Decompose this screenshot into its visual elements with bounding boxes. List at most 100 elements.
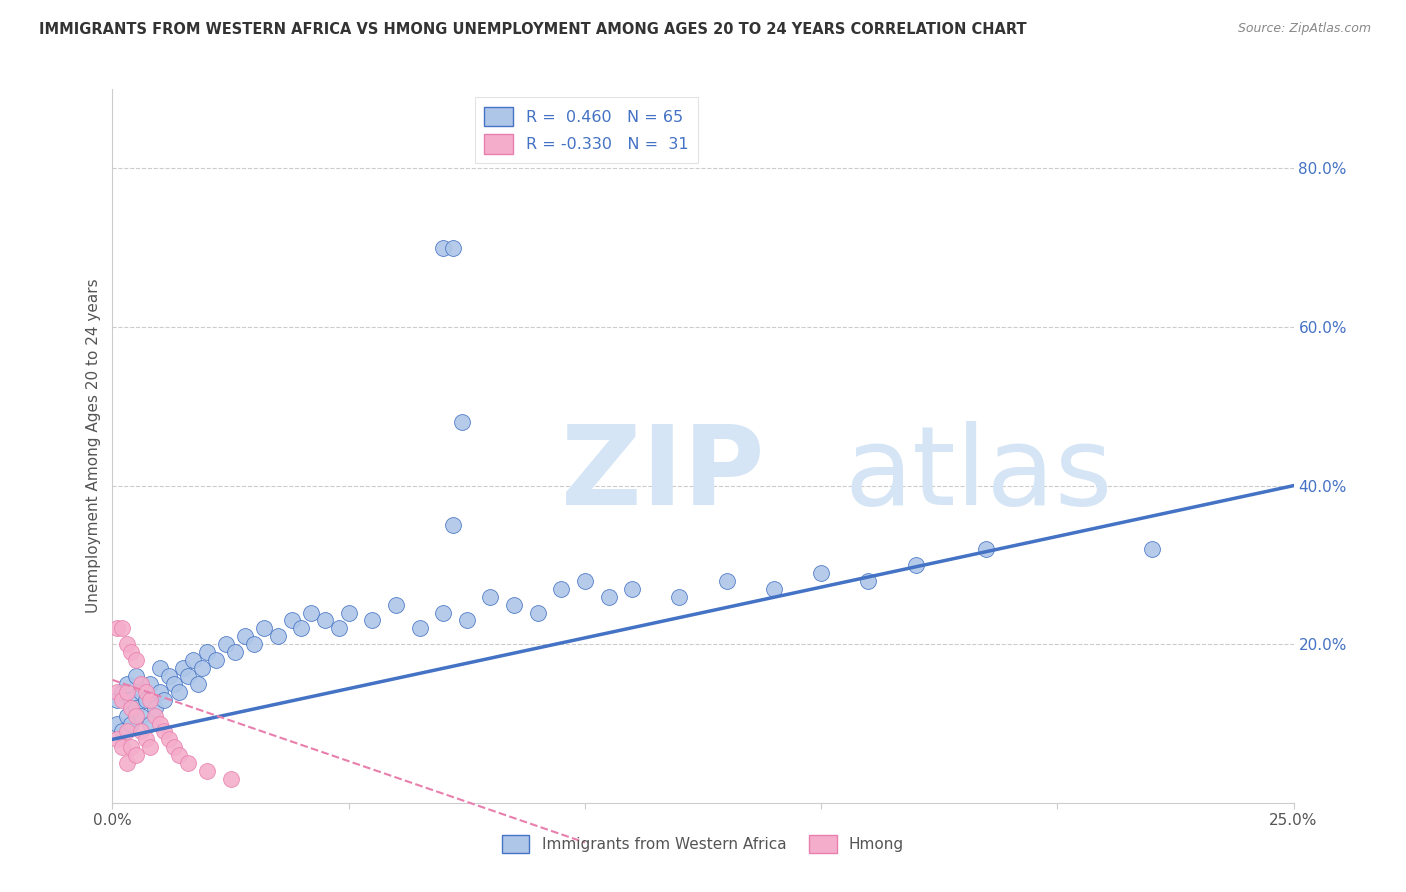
Point [337,606,360,620]
Point [451,415,474,429]
Point [858,574,880,588]
Point [219,772,242,786]
Point [120,740,142,755]
Text: ZIP: ZIP [561,421,765,528]
Point [328,621,350,635]
Point [1140,542,1163,557]
Point [976,542,998,557]
Point [716,574,738,588]
Point [253,621,276,635]
Point [290,621,312,635]
Point [574,574,596,588]
Y-axis label: Unemployment Among Ages 20 to 24 years: Unemployment Among Ages 20 to 24 years [86,278,101,614]
Point [181,653,204,667]
Point [205,653,228,667]
Point [810,566,832,580]
Point [598,590,620,604]
Point [111,685,134,699]
Point [163,677,186,691]
Point [526,606,548,620]
Point [385,598,408,612]
Point [105,621,128,635]
Point [153,724,176,739]
Point [105,732,128,747]
Point [143,700,166,714]
Point [120,692,142,706]
Point [125,748,148,763]
Point [115,724,138,739]
Text: IMMIGRANTS FROM WESTERN AFRICA VS HMONG UNEMPLOYMENT AMONG AGES 20 TO 24 YEARS C: IMMIGRANTS FROM WESTERN AFRICA VS HMONG … [39,22,1026,37]
Point [432,241,454,255]
Point [129,685,152,699]
Point [163,740,186,755]
Point [105,685,128,699]
Point [668,590,690,604]
Point [111,724,134,739]
Point [129,708,152,723]
Point [120,716,142,731]
Point [115,637,138,651]
Point [135,732,157,747]
Point [115,708,138,723]
Point [149,716,172,731]
Point [120,700,142,714]
Point [503,598,526,612]
Point [120,645,142,659]
Point [224,645,246,659]
Point [904,558,927,572]
Point [195,764,218,778]
Point [621,582,644,596]
Point [105,692,128,706]
Point [243,637,266,651]
Point [408,621,430,635]
Point [153,692,176,706]
Point [233,629,256,643]
Point [125,653,148,667]
Point [195,645,218,659]
Point [186,677,208,691]
Point [441,518,464,533]
Point [167,685,190,699]
Point [111,740,134,755]
Point [105,716,128,731]
Point [479,590,502,604]
Point [149,685,172,699]
Point [115,756,138,771]
Point [299,606,322,620]
Legend: Immigrants from Western Africa, Hmong: Immigrants from Western Africa, Hmong [496,829,910,859]
Point [267,629,290,643]
Text: Source: ZipAtlas.com: Source: ZipAtlas.com [1237,22,1371,36]
Point [115,677,138,691]
Point [550,582,572,596]
Point [314,614,336,628]
Point [361,614,384,628]
Point [129,724,152,739]
Point [125,700,148,714]
Point [167,748,190,763]
Point [139,677,162,691]
Point [149,661,172,675]
Point [111,621,134,635]
Point [191,661,214,675]
Point [139,692,162,706]
Point [281,614,304,628]
Point [441,241,464,255]
Point [111,692,134,706]
Point [456,614,478,628]
Point [432,606,454,620]
Point [115,685,138,699]
Point [762,582,785,596]
Text: atlas: atlas [845,421,1114,528]
Point [139,716,162,731]
Point [177,669,200,683]
Point [125,708,148,723]
Point [172,661,194,675]
Point [129,677,152,691]
Point [139,740,162,755]
Point [157,732,180,747]
Point [177,756,200,771]
Point [215,637,238,651]
Point [143,708,166,723]
Point [135,692,157,706]
Point [135,685,157,699]
